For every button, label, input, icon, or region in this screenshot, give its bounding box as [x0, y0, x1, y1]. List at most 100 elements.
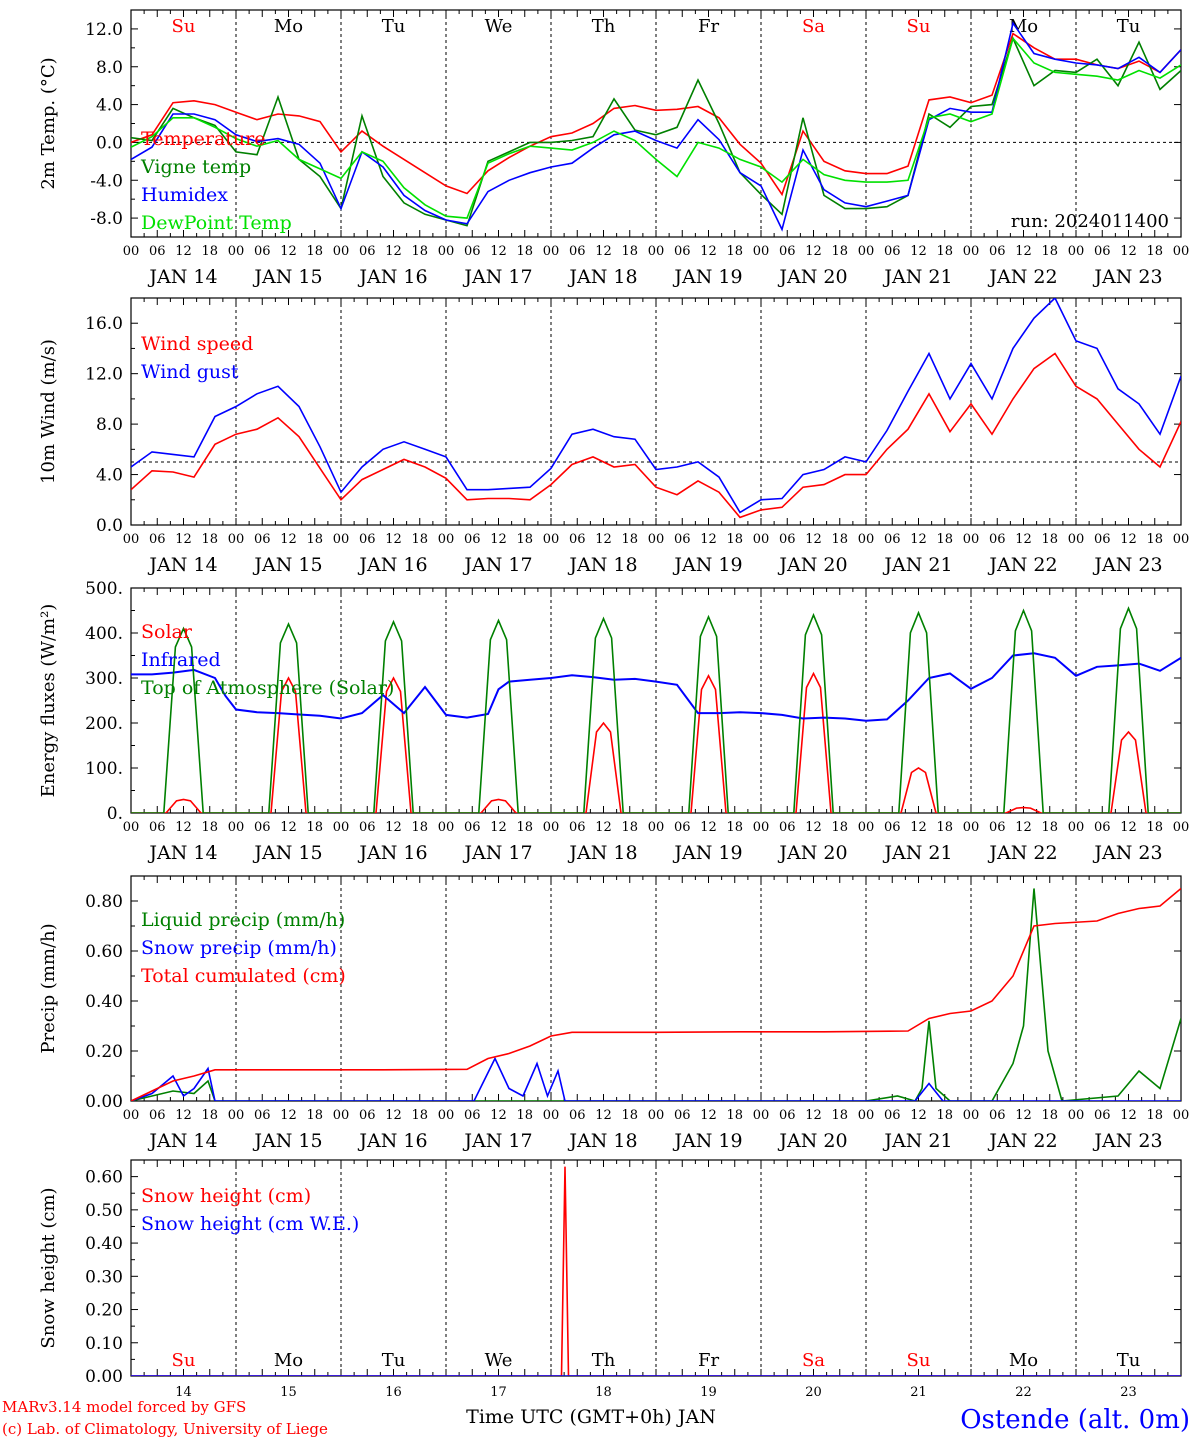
- hour-tick-label: 00: [438, 532, 455, 547]
- day-number-label: 19: [700, 1385, 717, 1400]
- y-tick-label: 100.: [85, 759, 123, 779]
- hour-tick-label: 00: [438, 820, 455, 835]
- hour-tick-label: 00: [1068, 532, 1085, 547]
- day-label: JAN 15: [252, 266, 322, 288]
- weekday-label: Tu: [1117, 1350, 1141, 1371]
- hour-tick-label: 00: [858, 1108, 875, 1123]
- hour-tick-label: 18: [936, 820, 953, 835]
- series-line-liquid-precip-mm-h-: [131, 888, 1181, 1101]
- model-credit: MARv3.14 model forced by GFS: [2, 1398, 246, 1416]
- hour-tick-label: 18: [726, 820, 743, 835]
- hour-tick-label: 00: [123, 244, 140, 259]
- hour-tick-label: 00: [963, 244, 980, 259]
- day-label: JAN 23: [1092, 554, 1162, 576]
- hour-tick-label: 00: [438, 244, 455, 259]
- weekday-label: Mo: [1009, 16, 1038, 37]
- hour-tick-label: 00: [543, 820, 560, 835]
- hour-tick-label: 06: [359, 244, 376, 259]
- day-label: JAN 20: [777, 266, 847, 288]
- legend-entry: Snow height (cm W.E.): [141, 1213, 359, 1235]
- series-line-top-of-atmosphere-solar-: [131, 606, 1181, 813]
- hour-tick-label: 00: [1173, 1108, 1190, 1123]
- legend-entry: Temperature: [141, 128, 265, 150]
- day-label: JAN 19: [672, 266, 742, 288]
- hour-tick-label: 18: [411, 532, 428, 547]
- hour-tick-label: 06: [779, 244, 796, 259]
- series-group: [131, 887, 1181, 1101]
- y-tick-label: 0.00: [85, 1092, 123, 1112]
- hour-tick-label: 18: [1146, 532, 1163, 547]
- y-axis-label: 2m Temp. (°C): [38, 57, 59, 189]
- hour-tick-label: 18: [831, 244, 848, 259]
- legend-entry: DewPoint Temp: [141, 212, 292, 234]
- hour-tick-label: 00: [123, 1108, 140, 1123]
- series-group: [131, 606, 1181, 813]
- hour-tick-label: 06: [989, 1108, 1006, 1123]
- hour-tick-label: 12: [595, 532, 612, 547]
- legend-entry: Vigne temp: [140, 156, 251, 178]
- day-label: JAN 14: [147, 266, 217, 288]
- hour-tick-label: 06: [569, 820, 586, 835]
- day-number-label: 22: [1015, 1385, 1032, 1400]
- hour-tick-label: 12: [490, 244, 507, 259]
- y-tick-label: 0.40: [85, 992, 123, 1012]
- day-label: JAN 18: [567, 1130, 637, 1152]
- hour-tick-label: 18: [1041, 532, 1058, 547]
- hour-tick-label: 18: [726, 532, 743, 547]
- panel-precip: 0.00 0.20 0.40 0.60 0.80 Precip (mm/h) Liquid …: [38, 875, 1190, 1152]
- hour-tick-label: 06: [149, 532, 166, 547]
- hour-tick-label: 12: [280, 532, 297, 547]
- y-tick-label: 0.20: [85, 1042, 123, 1062]
- day-label: JAN 23: [1092, 266, 1162, 288]
- hour-tick-label: 00: [1173, 244, 1190, 259]
- hour-tick-label: 18: [201, 532, 218, 547]
- hour-tick-label: 06: [464, 820, 481, 835]
- hour-tick-label: 18: [201, 244, 218, 259]
- weekday-label: Sa: [802, 1350, 825, 1371]
- hour-tick-label: 00: [648, 244, 665, 259]
- series-line-vigne-temp: [131, 36, 1181, 227]
- hour-tick-label: 00: [333, 1108, 350, 1123]
- day-label: JAN 18: [567, 266, 637, 288]
- hour-tick-label: 06: [674, 820, 691, 835]
- y-tick-label: 0.80: [85, 892, 123, 912]
- day-label: JAN 15: [252, 554, 322, 576]
- weekday-label: Tu: [382, 16, 406, 37]
- day-label: JAN 18: [567, 554, 637, 576]
- hour-tick-label: 18: [726, 244, 743, 259]
- hour-tick-label: 18: [306, 820, 323, 835]
- legend-entry: Wind speed: [141, 333, 253, 355]
- hour-tick-label: 00: [858, 532, 875, 547]
- series-line-snow-height-cm-: [131, 1166, 1181, 1376]
- hour-tick-label: 12: [1120, 1108, 1137, 1123]
- hour-tick-label: 12: [175, 532, 192, 547]
- hour-tick-label: 06: [989, 244, 1006, 259]
- hour-tick-label: 12: [490, 820, 507, 835]
- hour-tick-label: 12: [280, 820, 297, 835]
- day-label: JAN 17: [462, 266, 532, 288]
- day-label: JAN 16: [357, 842, 427, 864]
- legend-entry: Total cumulated (cm): [141, 965, 346, 987]
- hour-tick-label: 12: [805, 244, 822, 259]
- hour-tick-label: 06: [149, 1108, 166, 1123]
- hour-tick-label: 12: [910, 532, 927, 547]
- day-label: JAN 23: [1092, 1130, 1162, 1152]
- day-label: JAN 22: [987, 266, 1057, 288]
- hour-tick-label: 12: [910, 244, 927, 259]
- hour-tick-label: 18: [1146, 1108, 1163, 1123]
- hour-tick-label: 00: [228, 1108, 245, 1123]
- hour-tick-label: 12: [1120, 532, 1137, 547]
- hour-tick-label: 00: [648, 532, 665, 547]
- hour-tick-label: 12: [700, 820, 717, 835]
- weekday-label: Su: [172, 16, 196, 37]
- day-label: JAN 15: [252, 1130, 322, 1152]
- day-label: JAN 15: [252, 842, 322, 864]
- hour-tick-label: 12: [1015, 532, 1032, 547]
- legend-entry: Snow height (cm): [141, 1185, 311, 1207]
- panel-snow: 0.00 0.10 0.20 0.30 0.40 0.50 0.60 Snow height …: [38, 1159, 1182, 1400]
- hour-tick-label: 00: [333, 244, 350, 259]
- y-axis-label: Precip (mm/h): [38, 923, 59, 1053]
- hour-tick-label: 00: [543, 1108, 560, 1123]
